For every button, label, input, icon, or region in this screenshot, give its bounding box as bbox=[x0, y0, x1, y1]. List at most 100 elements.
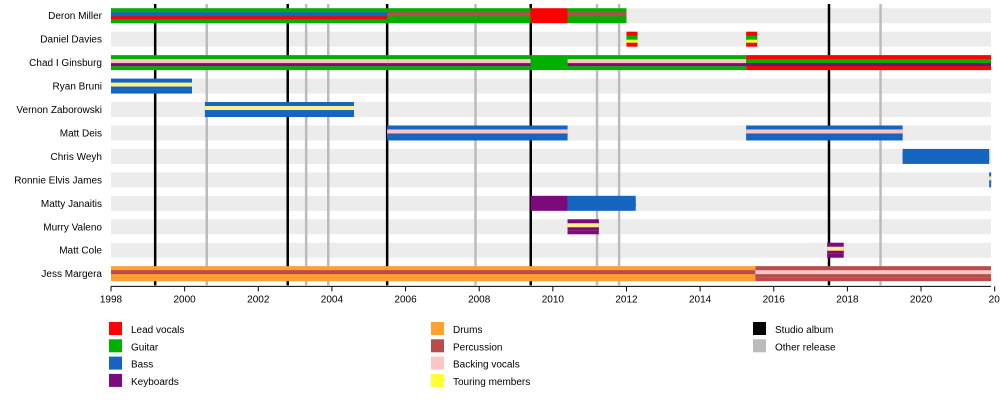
x-tick-label: 2014 bbox=[689, 294, 712, 305]
legend-label: Other release bbox=[775, 342, 836, 353]
legend-label: Studio album bbox=[775, 325, 833, 336]
member-bar-secondary bbox=[902, 152, 990, 160]
legend-label: Lead vocals bbox=[131, 325, 184, 336]
member-bars bbox=[111, 8, 992, 282]
member-bar-secondary bbox=[567, 199, 636, 207]
legend-label: Backing vocals bbox=[453, 360, 520, 371]
member-bar-tertiary bbox=[746, 133, 903, 137]
member-bar-tertiary bbox=[567, 227, 599, 231]
legend-label: Keyboards bbox=[131, 377, 179, 388]
legend-swatch bbox=[431, 356, 444, 370]
row-background bbox=[111, 219, 991, 235]
row-background bbox=[111, 148, 991, 164]
member-bar-secondary bbox=[111, 12, 388, 20]
member-name: Matt Cole bbox=[59, 246, 102, 257]
row-background bbox=[111, 31, 991, 47]
legend-label: Touring members bbox=[453, 377, 530, 388]
release-lines bbox=[153, 4, 882, 286]
member-bar-secondary bbox=[626, 35, 638, 43]
x-tick-label: 2006 bbox=[394, 294, 417, 305]
member-bar-tertiary bbox=[755, 274, 991, 278]
member-bar-secondary bbox=[387, 12, 531, 20]
row-background bbox=[111, 172, 991, 188]
member-bar-secondary bbox=[746, 129, 903, 137]
legend-swatch bbox=[109, 322, 122, 335]
x-tick-label: 1998 bbox=[100, 294, 123, 305]
x-tick-label: 20 bbox=[989, 294, 1000, 305]
member-bar-tertiary bbox=[567, 63, 747, 67]
x-tick-label: 2010 bbox=[542, 294, 565, 305]
legend-swatch bbox=[431, 373, 444, 387]
member-bar-secondary bbox=[755, 270, 991, 278]
legend-swatch bbox=[109, 373, 122, 387]
row-background bbox=[111, 242, 991, 258]
legend-swatch bbox=[109, 339, 122, 353]
member-name: Ryan Bruni bbox=[53, 82, 102, 93]
row-background bbox=[111, 78, 991, 94]
member-bar-secondary bbox=[530, 12, 568, 20]
member-name: Deron Miller bbox=[48, 11, 103, 22]
member-bar-secondary bbox=[387, 129, 568, 137]
x-tick-label: 2002 bbox=[247, 294, 270, 305]
member-bar-secondary bbox=[567, 12, 627, 20]
member-bar-secondary bbox=[111, 59, 388, 67]
legend-swatch bbox=[431, 322, 444, 335]
member-bar-secondary bbox=[989, 176, 992, 184]
member-bar-secondary bbox=[111, 270, 756, 278]
member-bar-tertiary bbox=[530, 203, 568, 207]
member-bar-secondary bbox=[530, 59, 568, 67]
member-name: Vernon Zaborowski bbox=[16, 105, 102, 116]
member-bar-secondary bbox=[204, 106, 355, 114]
legend-label: Percussion bbox=[453, 342, 502, 353]
member-bar-tertiary bbox=[902, 156, 990, 160]
member-bar-tertiary bbox=[111, 274, 756, 278]
member-bar-tertiary bbox=[746, 63, 991, 67]
member-bar-secondary bbox=[827, 246, 844, 254]
member-name: Chad I Ginsburg bbox=[29, 58, 102, 69]
legend-label: Drums bbox=[453, 325, 482, 336]
legend-swatch bbox=[753, 339, 766, 353]
member-bar-tertiary bbox=[530, 16, 568, 20]
legend-swatch bbox=[109, 356, 122, 370]
x-tick-label: 2018 bbox=[836, 294, 859, 305]
member-bar-secondary bbox=[746, 35, 758, 43]
x-tick-label: 2008 bbox=[468, 294, 491, 305]
member-bar-tertiary bbox=[111, 16, 388, 20]
x-axis: 1998 2000 2002 2004 2006 2008 2010 2012 2014 2016… bbox=[100, 285, 1000, 305]
member-labels: Deron Miller Daniel Davies Chad I Ginsburg… bbox=[14, 11, 102, 280]
member-bar-secondary bbox=[567, 223, 599, 231]
x-tick-label: 2020 bbox=[910, 294, 933, 305]
member-bar-tertiary bbox=[567, 203, 636, 207]
member-name: Matty Janaitis bbox=[41, 199, 102, 210]
member-name: Murry Valeno bbox=[43, 222, 102, 233]
member-bar-tertiary bbox=[111, 63, 388, 67]
legend-swatch bbox=[431, 339, 444, 353]
member-bar-secondary bbox=[387, 59, 531, 67]
member-bar-tertiary bbox=[387, 63, 531, 67]
member-bar-tertiary bbox=[567, 16, 627, 20]
legend-label: Bass bbox=[131, 360, 153, 371]
member-name: Daniel Davies bbox=[40, 35, 102, 46]
member-bar-tertiary bbox=[204, 110, 355, 114]
member-bar-secondary bbox=[530, 199, 568, 207]
member-bar-secondary bbox=[746, 59, 991, 67]
member-bar-tertiary bbox=[530, 63, 568, 67]
member-bar-tertiary bbox=[989, 180, 992, 184]
member-bar-tertiary bbox=[746, 39, 758, 43]
member-bar-tertiary bbox=[111, 86, 193, 90]
member-bar-tertiary bbox=[827, 250, 844, 254]
member-bar-tertiary bbox=[626, 39, 638, 43]
member-name: Chris Weyh bbox=[51, 152, 103, 163]
x-tick-label: 2012 bbox=[615, 294, 638, 305]
member-name: Jess Margera bbox=[41, 269, 102, 280]
member-bar-tertiary bbox=[387, 16, 531, 20]
member-bar-secondary bbox=[111, 82, 193, 90]
legend-label: Guitar bbox=[131, 342, 159, 353]
member-bar-secondary bbox=[567, 59, 747, 67]
legend: Lead vocals Guitar Bass Keyboards Drums Percu… bbox=[109, 322, 836, 388]
x-tick-label: 2000 bbox=[174, 294, 197, 305]
row-backgrounds bbox=[111, 8, 991, 282]
x-tick-label: 2004 bbox=[321, 294, 344, 305]
member-name: Ronnie Elvis James bbox=[14, 175, 102, 186]
